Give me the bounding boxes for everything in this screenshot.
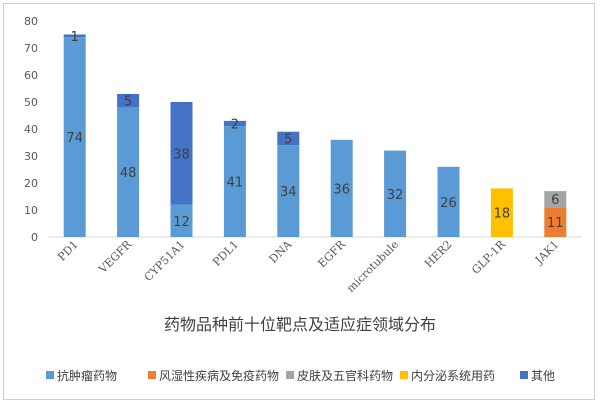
category-label: microtubule [344, 238, 401, 295]
category-label: PD1 [55, 238, 81, 264]
legend-swatch [148, 371, 156, 379]
legend-label: 其他 [531, 369, 555, 383]
data-label: 1 [71, 30, 79, 45]
data-label: 26 [440, 196, 457, 211]
category-label: EGFR [315, 237, 348, 270]
data-label: 38 [173, 147, 190, 162]
data-label: 41 [227, 176, 244, 191]
y-tick-label: 30 [24, 150, 38, 163]
data-label: 5 [284, 132, 292, 147]
bar-segment [117, 93, 140, 108]
category-label: HER2 [422, 238, 454, 270]
data-label: 5 [124, 95, 132, 110]
legend-label: 内分泌系统用药 [411, 369, 495, 383]
bars [63, 34, 567, 238]
y-tick-label: 50 [24, 96, 38, 109]
data-label: 11 [547, 216, 564, 231]
bar-segment [277, 145, 300, 237]
legend-label: 风湿性疾病及免疫药物 [159, 368, 279, 383]
bar-segment [117, 107, 140, 238]
y-axis: 0 10 20 30 40 50 60 70 80 [24, 15, 38, 244]
legend-swatch [286, 371, 294, 379]
data-label: 6 [551, 193, 559, 208]
bar-segment [223, 120, 246, 127]
category-label: JAK1 [532, 238, 561, 267]
legend-label: 抗肿瘤药物 [57, 368, 117, 383]
data-label: 18 [494, 207, 511, 222]
bar-segment [170, 102, 193, 205]
bar-segment [437, 166, 460, 237]
y-tick-label: 60 [24, 69, 38, 82]
data-label: 74 [66, 131, 83, 146]
y-tick-label: 20 [24, 177, 38, 190]
legend-swatch [520, 371, 528, 379]
data-label: 48 [120, 166, 137, 181]
data-label: 12 [173, 215, 190, 230]
bar-segment [384, 150, 407, 237]
bar-segment [63, 34, 86, 38]
y-tick-label: 0 [31, 231, 38, 244]
data-label: 36 [333, 182, 350, 197]
category-label: CYP51A1 [142, 238, 188, 284]
legend-label: 皮肤及五官科药物 [297, 368, 393, 383]
data-label: 34 [280, 185, 297, 200]
y-tick-label: 80 [24, 15, 38, 28]
y-tick-label: 10 [24, 204, 38, 217]
category-label: GLP-1R [469, 237, 508, 276]
legend: 抗肿瘤药物 风湿性疾病及免疫药物 皮肤及五官科药物 内分泌系统用药 其他 [46, 368, 555, 383]
bar-segment [277, 131, 300, 146]
data-labels: 74 1 48 5 12 38 41 2 34 5 36 32 26 18 11 6 [66, 30, 563, 231]
legend-swatch [46, 371, 54, 379]
bar-segment [330, 139, 353, 237]
data-label: 32 [387, 188, 404, 203]
y-tick-label: 70 [24, 42, 38, 55]
category-label: VEGFR [96, 237, 135, 276]
y-tick-label: 40 [24, 123, 38, 136]
bar-segment [544, 191, 567, 208]
category-label: PDL1 [210, 238, 241, 269]
bar-segment [170, 204, 193, 237]
bar-segment [223, 126, 246, 237]
chart-title: 药物品种前十位靶点及适应症领域分布 [164, 315, 436, 334]
legend-swatch [400, 371, 408, 379]
bar-segment [63, 37, 86, 238]
bar-segment [490, 188, 513, 237]
category-label: DNA [267, 237, 296, 266]
data-label: 2 [231, 118, 239, 133]
bar-segment [544, 207, 567, 237]
